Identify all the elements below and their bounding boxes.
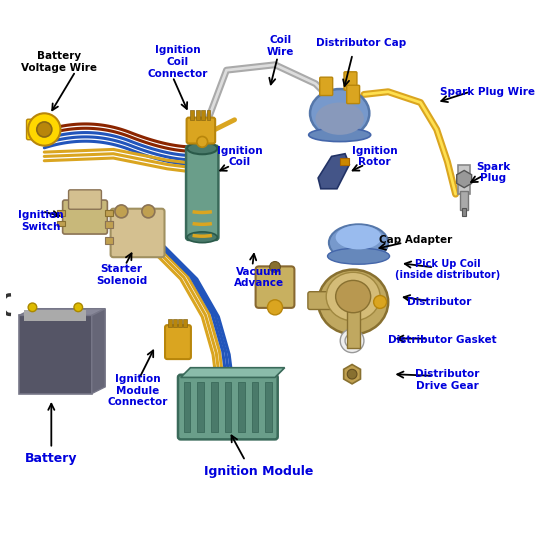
Ellipse shape xyxy=(187,142,217,154)
Ellipse shape xyxy=(329,224,388,261)
FancyBboxPatch shape xyxy=(69,190,101,209)
Text: Ignition
Coil
Connector: Ignition Coil Connector xyxy=(148,46,208,79)
Bar xyxy=(190,110,194,120)
Polygon shape xyxy=(92,309,105,394)
Ellipse shape xyxy=(316,102,364,135)
Circle shape xyxy=(347,370,357,379)
Bar xyxy=(265,382,272,432)
Bar xyxy=(458,164,470,194)
Text: Spark
Plug: Spark Plug xyxy=(476,162,510,183)
FancyBboxPatch shape xyxy=(256,266,294,308)
Text: Ignition
Switch: Ignition Switch xyxy=(18,210,63,232)
FancyBboxPatch shape xyxy=(186,146,218,240)
Bar xyxy=(105,237,113,244)
FancyBboxPatch shape xyxy=(26,119,46,140)
FancyBboxPatch shape xyxy=(344,72,357,90)
Circle shape xyxy=(115,205,128,218)
Circle shape xyxy=(267,300,283,315)
Bar xyxy=(24,310,86,321)
Bar xyxy=(168,319,172,327)
Bar xyxy=(105,221,113,227)
Ellipse shape xyxy=(336,280,371,313)
Polygon shape xyxy=(19,309,105,315)
Bar xyxy=(224,382,231,432)
Circle shape xyxy=(373,295,387,309)
Bar xyxy=(183,319,186,327)
Bar xyxy=(201,110,205,120)
Text: Coil
Wire: Coil Wire xyxy=(267,35,294,57)
Text: Cap Adapter: Cap Adapter xyxy=(378,235,452,245)
FancyBboxPatch shape xyxy=(178,375,278,439)
Polygon shape xyxy=(180,368,285,377)
Text: Distributor: Distributor xyxy=(407,297,471,307)
Bar xyxy=(207,110,210,120)
Text: Distributor Cap: Distributor Cap xyxy=(316,39,406,48)
Bar xyxy=(184,382,190,432)
Circle shape xyxy=(142,205,155,218)
Bar xyxy=(462,207,466,216)
Ellipse shape xyxy=(187,232,217,243)
FancyBboxPatch shape xyxy=(165,325,191,359)
Ellipse shape xyxy=(336,225,382,249)
Ellipse shape xyxy=(310,89,370,138)
Text: Ignition
Rotor: Ignition Rotor xyxy=(352,146,398,167)
Bar xyxy=(19,315,92,394)
Circle shape xyxy=(28,303,37,312)
Bar xyxy=(252,382,258,432)
Ellipse shape xyxy=(326,272,380,321)
Bar xyxy=(340,158,349,164)
FancyBboxPatch shape xyxy=(346,85,360,103)
Circle shape xyxy=(37,122,52,137)
Bar xyxy=(105,210,113,216)
Ellipse shape xyxy=(318,270,388,334)
Circle shape xyxy=(270,262,280,272)
Text: Starter
Solenoid: Starter Solenoid xyxy=(96,264,147,286)
Ellipse shape xyxy=(309,128,371,141)
Bar xyxy=(460,191,468,210)
Text: Battery
Voltage Wire: Battery Voltage Wire xyxy=(21,51,97,73)
Text: Ignition Module: Ignition Module xyxy=(204,465,314,478)
Text: Distributor
Drive Gear: Distributor Drive Gear xyxy=(415,369,480,391)
Bar xyxy=(178,319,182,327)
Circle shape xyxy=(197,136,208,147)
Bar xyxy=(211,382,217,432)
Ellipse shape xyxy=(328,248,389,264)
Bar xyxy=(57,221,65,227)
Text: Ignition
Coil: Ignition Coil xyxy=(217,146,263,167)
Polygon shape xyxy=(318,153,349,189)
Text: Ignition
Module
Connector: Ignition Module Connector xyxy=(107,375,168,408)
FancyBboxPatch shape xyxy=(111,208,164,257)
Bar xyxy=(105,221,113,228)
Text: Vacuum
Advance: Vacuum Advance xyxy=(234,267,284,289)
Bar xyxy=(57,210,65,216)
Circle shape xyxy=(28,113,60,146)
FancyBboxPatch shape xyxy=(308,292,358,310)
FancyBboxPatch shape xyxy=(63,200,107,234)
Bar xyxy=(238,382,245,432)
Text: Battery: Battery xyxy=(25,452,78,465)
Text: Pick Up Coil
(inside distributor): Pick Up Coil (inside distributor) xyxy=(395,259,500,281)
Text: Distributor Gasket: Distributor Gasket xyxy=(388,335,497,345)
Bar xyxy=(197,382,204,432)
FancyBboxPatch shape xyxy=(186,118,215,144)
Bar xyxy=(173,319,177,327)
Bar xyxy=(346,299,360,348)
FancyBboxPatch shape xyxy=(320,77,333,96)
Text: Spark Plug Wire: Spark Plug Wire xyxy=(441,87,535,97)
Bar xyxy=(196,110,200,120)
Circle shape xyxy=(74,303,82,312)
